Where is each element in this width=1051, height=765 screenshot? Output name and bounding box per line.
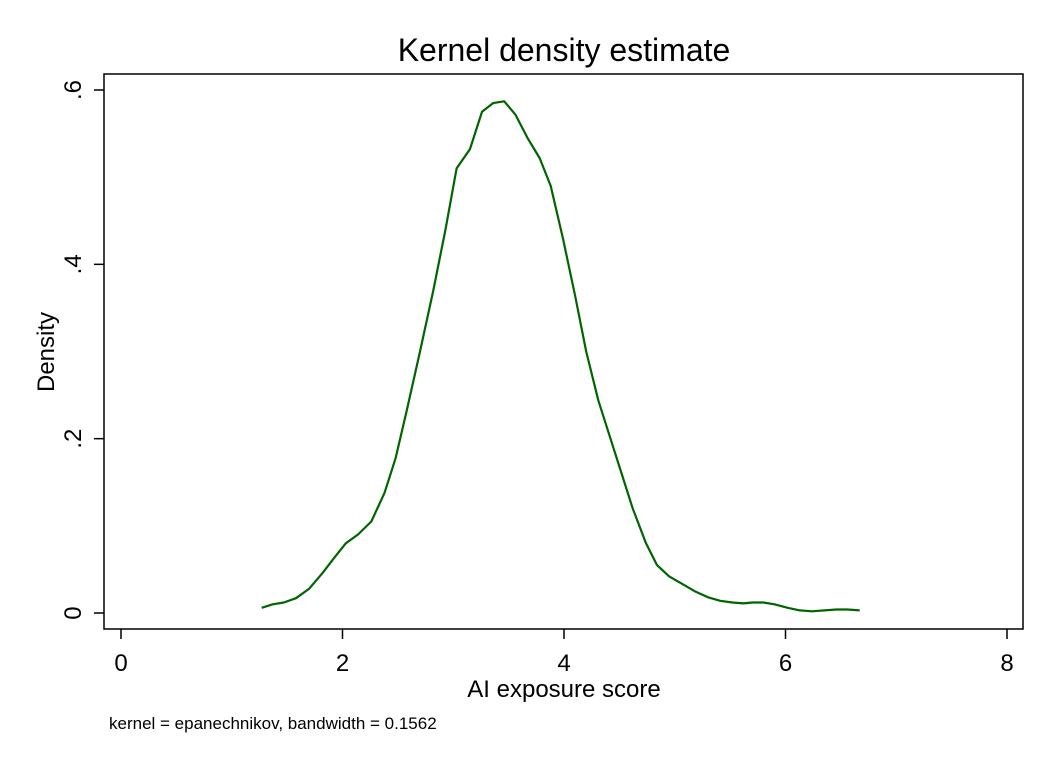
x-tick-label: 8 [1000, 650, 1013, 677]
density-curve [261, 100, 860, 613]
x-tick-label: 4 [557, 650, 570, 677]
y-tick-label: .4 [60, 254, 87, 274]
x-tick-label: 6 [779, 650, 792, 677]
kernel-note: kernel = epanechnikov, bandwidth = 0.156… [109, 714, 437, 733]
y-axis-title: Density [33, 312, 60, 392]
x-axis: 0 2 4 6 8 [114, 629, 1014, 677]
x-tick-label: 2 [336, 650, 349, 677]
y-tick-label: 0 [60, 606, 87, 619]
y-tick-label: .6 [60, 80, 87, 100]
x-axis-title: AI exposure score [467, 676, 660, 703]
y-tick-label: .2 [60, 429, 87, 449]
x-tick-label: 0 [114, 650, 127, 677]
chart-title: Kernel density estimate [398, 32, 731, 68]
y-axis: 0 .2 .4 .6 [60, 80, 104, 620]
